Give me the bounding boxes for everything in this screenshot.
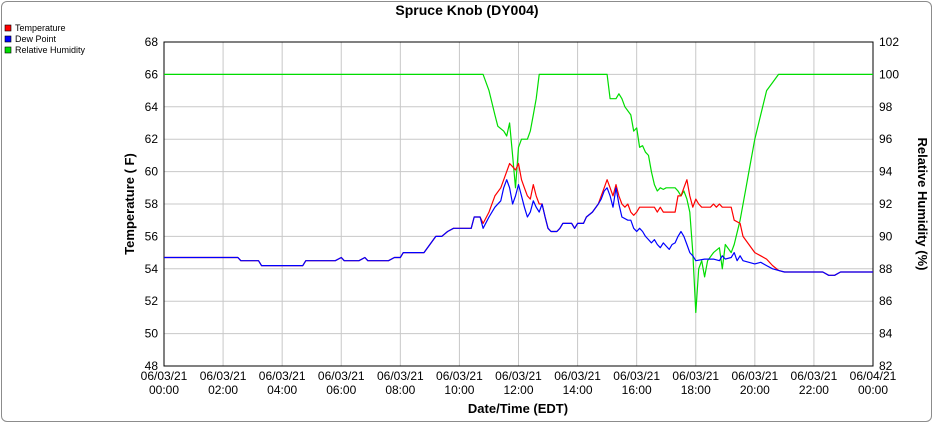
y-tick-label-right: 102 xyxy=(879,35,899,49)
legend-label-dew-point: Dew Point xyxy=(15,34,57,44)
x-tick-label-time: 04:00 xyxy=(267,383,297,397)
y-tick-label-right: 100 xyxy=(879,67,899,81)
x-tick-label-time: 00:00 xyxy=(858,383,888,397)
x-tick-label-time: 00:00 xyxy=(149,383,179,397)
y-tick-label-left: 54 xyxy=(145,262,159,276)
chart-title: Spruce Knob (DY004) xyxy=(395,2,538,18)
x-tick-label-date: 06/03/21 xyxy=(377,369,424,383)
y-tick-label-right: 84 xyxy=(879,327,893,341)
x-tick-label-date: 06/03/21 xyxy=(554,369,601,383)
x-tick-label-time: 10:00 xyxy=(444,383,474,397)
x-tick-label-date: 06/03/21 xyxy=(436,369,483,383)
x-tick-label-date: 06/03/21 xyxy=(259,369,306,383)
x-tick-label-time: 02:00 xyxy=(208,383,238,397)
y-axis-label-left: Temperature ( F) xyxy=(122,153,137,255)
x-tick-label-date: 06/03/21 xyxy=(613,369,660,383)
x-tick-label-date: 06/04/21 xyxy=(850,369,897,383)
y-tick-label-left: 66 xyxy=(145,67,159,81)
series-lines xyxy=(164,73,873,314)
x-tick-label-date: 06/03/21 xyxy=(672,369,719,383)
x-tick-label-time: 14:00 xyxy=(563,383,593,397)
series-line-dew-point xyxy=(164,179,873,276)
x-tick-label-time: 22:00 xyxy=(799,383,829,397)
legend-swatch-relative-humidity xyxy=(4,46,12,54)
x-tick-label-time: 08:00 xyxy=(385,383,415,397)
x-tick-label-time: 20:00 xyxy=(740,383,770,397)
legend-label-relative-humidity: Relative Humidity xyxy=(15,45,86,55)
y-tick-label-right: 86 xyxy=(879,294,893,308)
y-tick-label-right: 88 xyxy=(879,262,893,276)
y-tick-label-right: 98 xyxy=(879,100,893,114)
series-line-relative-humidity xyxy=(164,73,873,314)
y-tick-label-right: 96 xyxy=(879,132,893,146)
y-tick-label-left: 58 xyxy=(145,197,159,211)
x-axis-label: Date/Time (EDT) xyxy=(468,401,568,416)
y-tick-label-right: 94 xyxy=(879,165,893,179)
y-tick-label-right: 82 xyxy=(879,359,893,373)
y-tick-label-right: 90 xyxy=(879,229,893,243)
x-tick-label-time: 16:00 xyxy=(622,383,652,397)
x-tick-label-time: 12:00 xyxy=(503,383,533,397)
y-tick-label-right: 92 xyxy=(879,197,893,211)
x-tick-label-date: 06/03/21 xyxy=(141,369,188,383)
legend-swatch-temperature xyxy=(4,24,12,32)
x-tick-label-date: 06/03/21 xyxy=(731,369,778,383)
y-axis-label-right: Relative Humidity (%) xyxy=(915,138,930,271)
x-tick-label-time: 06:00 xyxy=(326,383,356,397)
y-tick-label-left: 60 xyxy=(145,165,159,179)
y-tick-label-left: 48 xyxy=(145,359,159,373)
x-tick-label-date: 06/03/21 xyxy=(200,369,247,383)
legend-swatch-dew-point xyxy=(4,35,12,43)
x-tick-label-date: 06/03/21 xyxy=(318,369,365,383)
tick-labels: 48 50 52 54 56 58 60 62 64 66 68 82 84 86 88 90 92 94 96 98… xyxy=(141,35,900,397)
x-tick-label-date: 06/03/21 xyxy=(791,369,838,383)
y-tick-label-left: 50 xyxy=(145,327,159,341)
x-tick-label-time: 18:00 xyxy=(681,383,711,397)
y-tick-label-left: 52 xyxy=(145,294,159,308)
y-tick-label-left: 62 xyxy=(145,132,159,146)
y-tick-label-left: 64 xyxy=(145,100,159,114)
plot-area xyxy=(163,41,874,367)
y-tick-label-left: 56 xyxy=(145,229,159,243)
y-tick-label-left: 68 xyxy=(145,35,159,49)
legend-label-temperature: Temperature xyxy=(15,23,66,33)
x-tick-label-date: 06/03/21 xyxy=(495,369,542,383)
